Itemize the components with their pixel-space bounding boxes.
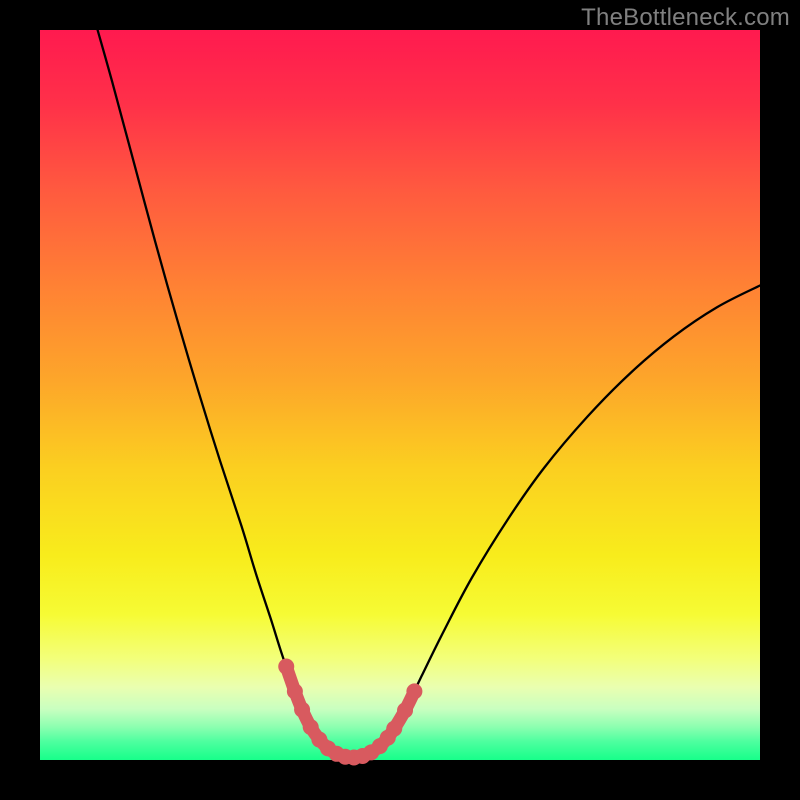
bottleneck-chart-svg: [0, 0, 800, 800]
marker-point: [294, 702, 310, 718]
marker-point: [397, 702, 413, 718]
marker-point: [406, 683, 422, 699]
marker-point: [278, 659, 294, 675]
marker-point: [287, 683, 303, 699]
marker-point: [386, 721, 402, 737]
watermark-text: TheBottleneck.com: [581, 4, 790, 32]
chart-stage: TheBottleneck.com: [0, 0, 800, 800]
plot-background: [40, 30, 760, 760]
